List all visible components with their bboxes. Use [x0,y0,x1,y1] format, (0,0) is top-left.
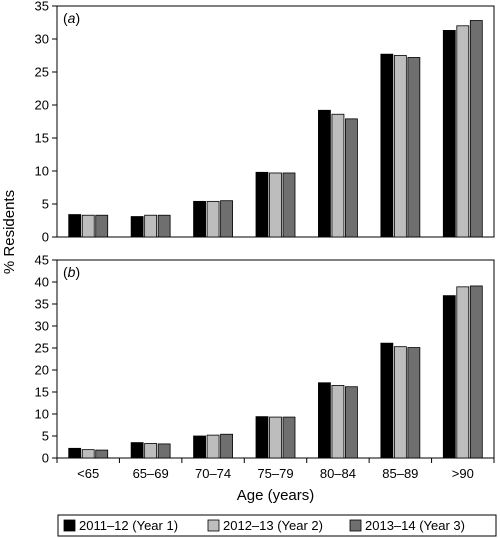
bar-b-s2-6 [456,286,470,459]
bar-b-s1-1 [130,442,144,459]
bar-a-s1-2 [193,200,206,238]
bar-b-s1-6 [442,295,456,459]
bar-b-s1-4 [318,382,331,459]
legend-swatch-3 [349,519,362,532]
bar-b-s3-6 [469,285,483,459]
bar-a-s1-5 [380,53,394,238]
bar-a-s1-3 [255,171,269,238]
y-tick-label: 10 [35,164,49,179]
y-tick-label: 0 [42,230,49,245]
x-tick-label: 80–84 [320,466,356,481]
bar-b-s1-0 [68,447,82,459]
y-tick-label: 35 [35,0,49,14]
bar-a-s2-6 [456,25,470,238]
y-tick-label: 20 [35,363,49,378]
bar-a-s3-4 [345,118,358,238]
bar-a-s2-1 [144,214,158,238]
y-tick-label: 40 [35,275,49,290]
bar-b-s3-1 [157,443,171,459]
bar-a-s3-1 [157,214,171,238]
bar-b-s2-1 [144,443,158,459]
bar-b-s3-3 [282,416,296,459]
y-tick-label: 15 [35,385,49,400]
legend-label-2: 2012–13 (Year 2) [223,518,323,533]
bar-a-s1-6 [442,30,456,238]
y-tick-label: 30 [35,32,49,47]
x-tick-label: >90 [452,466,474,481]
bar-b-s3-0 [95,449,109,459]
bar-a-s1-1 [130,216,144,238]
bar-a-s1-0 [68,214,82,238]
legend-swatch-2 [207,519,220,532]
bar-b-s2-4 [331,384,345,459]
bar-a-s1-4 [318,109,331,238]
bar-b-s3-2 [220,433,233,459]
bar-b-s1-5 [380,342,394,459]
legend-label-3: 2013–14 (Year 3) [365,518,465,533]
bar-b-s2-5 [393,346,407,459]
bar-b-s2-3 [269,416,282,459]
y-tick-label: 15 [35,131,49,146]
panel-label-a: (a) [63,10,80,26]
x-tick-label: 65–69 [133,466,169,481]
bar-a-s3-3 [282,172,296,238]
bar-a-s2-4 [331,113,345,238]
y-tick-label: 30 [35,319,49,334]
bar-a-s2-5 [393,55,407,238]
bar-b-s1-2 [193,435,206,459]
bar-a-s3-0 [95,214,109,238]
y-tick-label: 5 [42,429,49,444]
y-tick-label: 25 [35,65,49,80]
bar-b-s2-2 [206,434,220,459]
y-tick-label: 20 [35,98,49,113]
bar-b-s3-5 [407,347,421,459]
y-tick-label: 5 [42,197,49,212]
bar-a-s3-5 [407,57,421,238]
y-tick-label: 10 [35,407,49,422]
bar-b-s2-0 [81,449,95,459]
bar-a-s2-0 [81,214,95,238]
panel-label-b: (b) [63,264,80,280]
bar-b-s1-3 [255,416,269,459]
legend-box [57,514,497,537]
y-tick-label: 35 [35,297,49,312]
bar-a-s3-2 [220,200,233,238]
y-tick-label: 45 [35,253,49,268]
x-tick-label: 85–89 [382,466,418,481]
legend-swatch-1 [63,519,76,532]
bar-a-s3-6 [469,20,483,238]
bar-b-s3-4 [345,386,358,459]
x-axis-title: Age (years) [237,487,315,504]
y-axis-title: % Residents [1,190,18,274]
bar-a-s2-3 [269,172,282,238]
x-tick-label: 75–79 [257,466,293,481]
y-tick-label: 0 [42,451,49,466]
legend-label-1: 2011–12 (Year 1) [79,518,178,533]
x-tick-label: 70–74 [195,466,231,481]
y-tick-label: 25 [35,341,49,356]
bar-a-s2-2 [206,200,220,238]
x-tick-label: <65 [77,466,99,481]
